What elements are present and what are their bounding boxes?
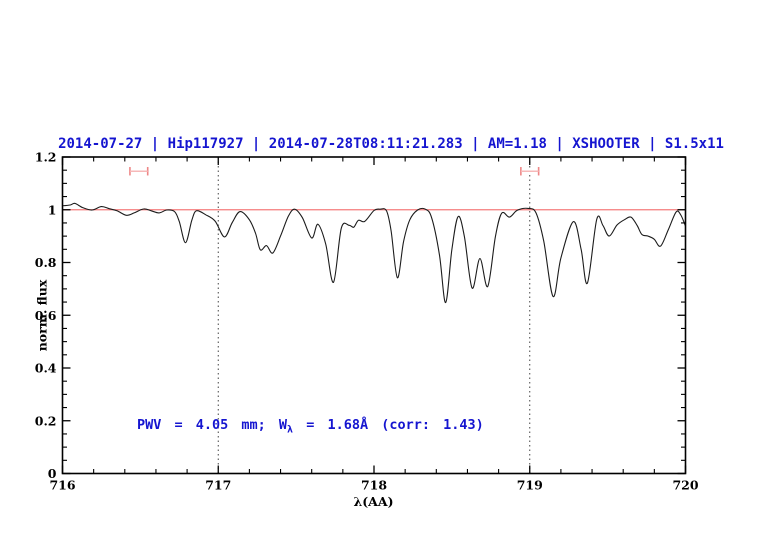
x-tick-label: 717 xyxy=(205,478,231,493)
x-axis-label: λ(AA) xyxy=(353,494,394,509)
lambda-subscript: λ xyxy=(287,424,294,436)
pwv-annotation-text: PWV = 4.05 mm; W xyxy=(137,417,288,433)
pwv-annotation: PWV = 4.05 mm; Wλ = 1.68Å (corr: 1.43) xyxy=(137,417,484,436)
x-tick-label: 716 xyxy=(49,478,75,493)
y-tick-label: 0 xyxy=(48,466,57,481)
y-tick-label: 1 xyxy=(48,202,57,217)
x-tick-label: 719 xyxy=(517,478,543,493)
spectrum-curve xyxy=(62,202,687,304)
y-tick-label: 0.8 xyxy=(35,255,57,270)
pwv-annotation-text-after: = 1.68Å (corr: 1.43) xyxy=(293,417,484,433)
observation-title: 2014-07-27 | Hip117927 | 2014-07-28T08:1… xyxy=(58,136,724,152)
y-tick-label: 0.6 xyxy=(35,308,57,323)
x-tick-label: 720 xyxy=(672,478,698,493)
y-tick-label: 0.4 xyxy=(35,361,57,376)
x-tick-label: 718 xyxy=(361,478,387,493)
y-tick-label: 0.2 xyxy=(35,413,57,428)
y-tick-label: 1.2 xyxy=(35,150,57,165)
y-axis-label: norm. flux xyxy=(34,279,50,352)
